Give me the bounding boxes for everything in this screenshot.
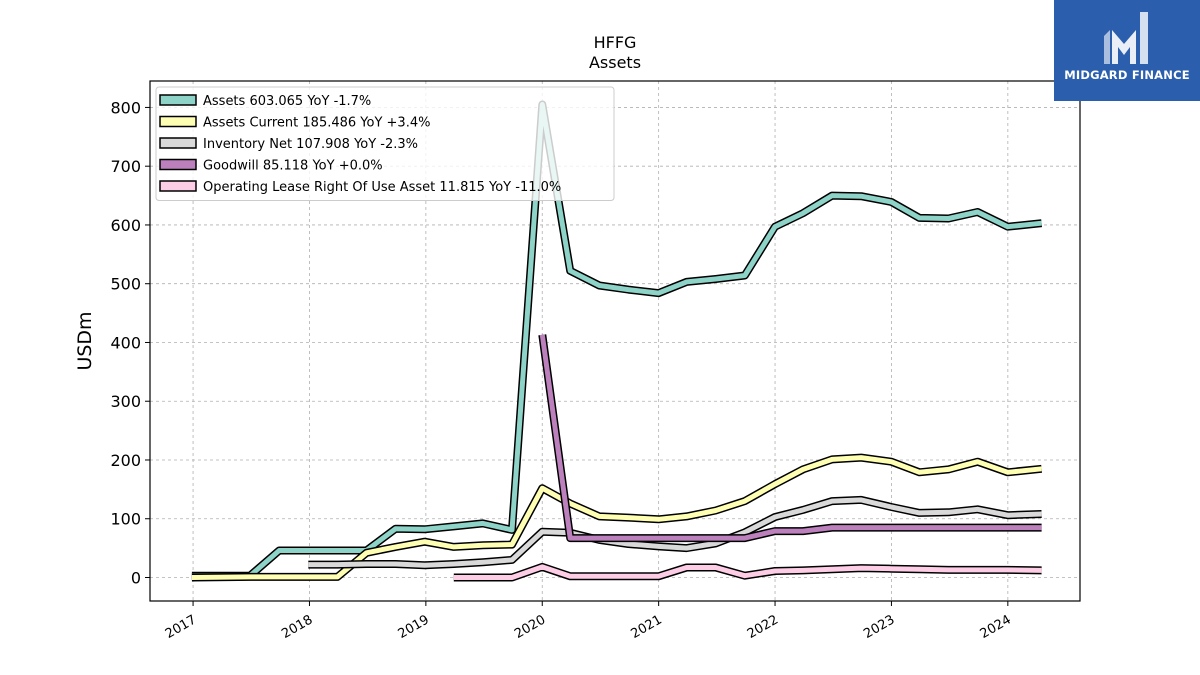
series-lines <box>191 100 1043 582</box>
series-line <box>539 334 1042 541</box>
x-tick-label: 2021 <box>628 612 664 642</box>
y-tick-label: 600 <box>110 216 141 235</box>
legend-entry: Operating Lease Right Of Use Asset 11.81… <box>203 180 561 195</box>
x-tick-label: 2023 <box>861 612 897 642</box>
legend-swatch <box>159 180 197 192</box>
legend-entry: Assets Current 185.486 YoY +3.4% <box>203 116 430 131</box>
y-tick-label: 300 <box>110 392 141 411</box>
y-axis-label: USDm <box>74 311 96 370</box>
series-1 <box>191 453 1043 582</box>
legend-swatch <box>159 115 197 128</box>
y-tick-label: 400 <box>110 333 141 352</box>
plot-frame <box>149 80 1081 602</box>
y-tick-label: 100 <box>110 510 141 529</box>
series-line <box>453 564 1042 580</box>
chart-title: HFFG <box>594 33 637 52</box>
series-0 <box>191 100 1043 580</box>
logo-mark-icon <box>1104 12 1148 64</box>
legend: Assets 603.065 YoY -1.7% Assets Current 1… <box>155 86 615 201</box>
x-tick-label: 2024 <box>978 612 1014 642</box>
series-3 <box>538 334 1042 543</box>
chart-subtitle: Assets <box>589 53 641 72</box>
y-tick-label: 800 <box>110 98 141 117</box>
legend-swatch <box>159 158 197 171</box>
series-2 <box>308 495 1042 570</box>
legend-swatch <box>159 137 197 149</box>
x-tick-label: 2017 <box>163 612 199 642</box>
brand-logo: MIDGARD FINANCE <box>1054 0 1200 101</box>
x-tick-label: 2019 <box>396 612 432 642</box>
y-tick-label: 200 <box>110 451 141 470</box>
series-4 <box>453 562 1042 582</box>
legend-swatch <box>159 94 197 106</box>
y-tick-label: 500 <box>110 275 141 294</box>
legend-entry: Assets 603.065 YoY -1.7% <box>203 94 371 109</box>
y-axis: 0 100 200 300 400 500 600 700 800 <box>110 98 150 587</box>
series-line <box>191 455 1042 580</box>
series-line <box>191 102 1042 579</box>
legend-entry: Goodwill 85.118 YoY +0.0% <box>203 159 383 174</box>
x-tick-label: 2022 <box>745 612 781 642</box>
x-tick-label: 2020 <box>512 612 548 642</box>
legend-entry: Inventory Net 107.908 YoY -2.3% <box>203 137 418 152</box>
y-tick-label: 700 <box>110 157 141 176</box>
x-axis: 2017 2018 2019 2020 2021 2022 2023 2024 <box>163 601 1014 642</box>
x-tick-label: 2018 <box>279 612 315 642</box>
y-tick-label: 0 <box>131 568 141 587</box>
logo-text: MIDGARD FINANCE <box>1064 68 1190 82</box>
legend-box <box>155 86 615 201</box>
series-line <box>308 497 1042 568</box>
